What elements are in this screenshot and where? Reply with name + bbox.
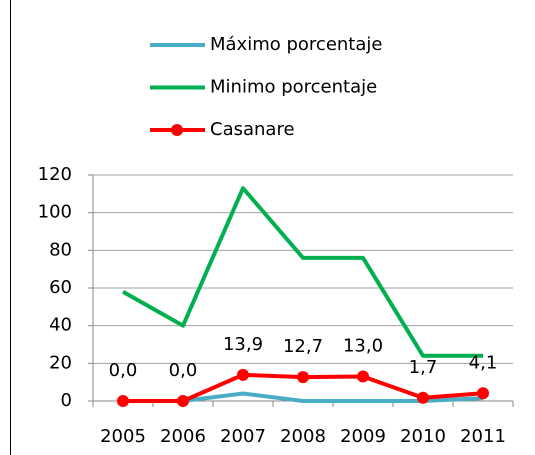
series-line [122,186,483,358]
legend-label: Máximo porcentaje [210,34,382,55]
legend-label: Casanare [210,119,295,140]
x-tick-label: 2009 [340,426,386,447]
value-label: 0,0 [169,360,198,381]
y-tick-label: 40 [49,315,72,336]
value-label: 1,7 [409,357,438,378]
marker [357,370,369,383]
marker [477,387,489,400]
y-tick-label: 80 [49,239,72,260]
marker [117,395,129,407]
x-tick-label: 2007 [220,426,266,447]
x-tick-label: 2006 [160,426,206,447]
value-label: 0,0 [109,360,138,381]
marker [417,391,429,404]
x-tick-label: 2010 [400,426,446,447]
marker [297,371,309,384]
marker [177,395,189,407]
value-label: 13,0 [343,336,383,357]
value-label: 12,7 [283,336,323,357]
value-label: 13,9 [223,334,263,355]
x-tick-label: 2005 [100,426,146,447]
marker [237,368,249,381]
y-tick-label: 100 [38,202,72,223]
y-tick-label: 120 [38,164,72,185]
y-tick-label: 60 [49,277,72,298]
legend-label: Minimo porcentaje [210,77,377,98]
x-tick-label: 2011 [460,426,506,447]
legend-marker [171,124,183,136]
y-tick-label: 0 [61,390,72,411]
x-tick-label: 2008 [280,426,326,447]
value-label: 4,1 [469,352,498,373]
y-tick-label: 20 [49,352,72,373]
